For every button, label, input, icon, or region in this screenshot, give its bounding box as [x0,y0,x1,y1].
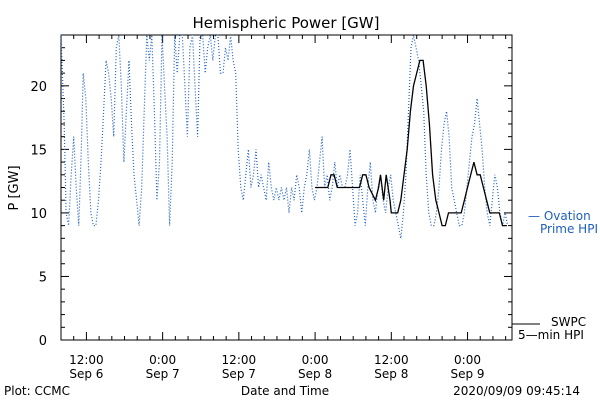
x-tick-date-label: Sep 8 [374,367,408,381]
y-axis-label: P [GW] [7,165,22,210]
x-axis-label: Date and Time [241,384,329,398]
x-tick-date-label: Sep 7 [146,367,180,381]
swpc-legend-line1: SWPC [551,315,586,329]
x-tick-time-label: 0:00 [302,353,329,367]
x-tick-time-label: 0:00 [149,353,176,367]
x-tick-date-label: Sep 7 [222,367,256,381]
y-axis: 0 5 10 15 20 [30,34,512,349]
x-tick-time-label: 12:00 [374,353,409,367]
x-tick-date-label: Sep 8 [298,367,332,381]
x-tick-time-label: 12:00 [222,353,257,367]
ovation-legend-line2: Prime HPI [540,222,598,236]
y-tick-label: 10 [30,207,47,222]
x-tick-date-label: Sep 9 [450,367,484,381]
footer-credit: Plot: CCMC [4,384,70,398]
swpc-hpi-series-line [315,59,507,227]
swpc-legend-line2: 5—min HPI [518,328,584,342]
x-tick-time-label: 0:00 [454,353,481,367]
ovation-hpi-series-line [60,34,509,239]
plot-frame [60,34,513,341]
y-tick-label: 15 [30,143,47,158]
chart-title: Hemispheric Power [GW] [193,14,380,32]
y-tick-label: 5 [39,270,47,285]
ovation-legend-line1: — Ovation [528,209,591,223]
x-tick-date-label: Sep 6 [69,367,103,381]
series-layer [60,34,509,239]
footer-timestamp: 2020/09/09 09:45:14 [453,384,580,398]
y-tick-label: 20 [30,80,47,95]
x-tick-time-label: 12:00 [69,353,104,367]
y-tick-label: 0 [39,334,47,349]
